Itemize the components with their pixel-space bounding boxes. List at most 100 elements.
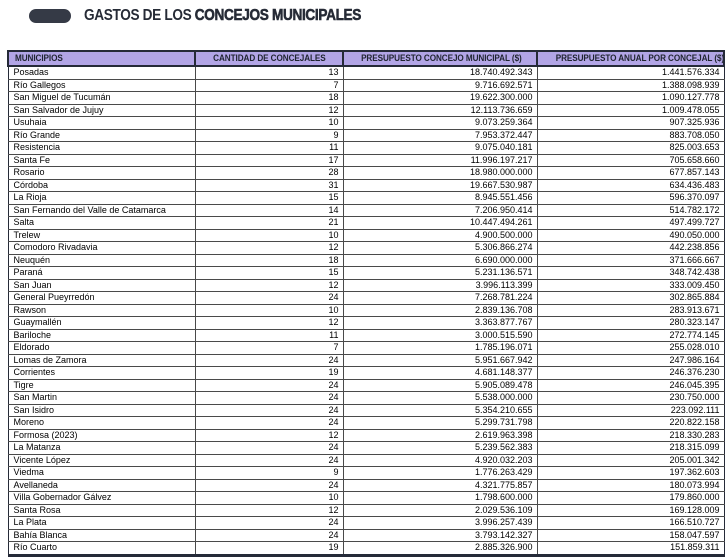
cell-municipio: Avellaneda (7, 478, 196, 492)
cell-municipio: Paraná (7, 266, 196, 280)
cell-cantidad-concejales: 14 (194, 203, 344, 217)
cell-presupuesto-anual: 497.499.727 (536, 216, 725, 230)
cell-presupuesto-anual: 255.028.010 (536, 341, 725, 355)
cell-municipio: Santa Rosa (7, 503, 196, 517)
table-row: La Rioja 15 8.945.551.456 596.370.097 (7, 191, 725, 205)
cell-presupuesto-concejo: 1.785.196.071 (342, 341, 538, 355)
cell-presupuesto-anual: 246.376.230 (536, 366, 725, 380)
cell-municipio: La Rioja (7, 191, 196, 205)
pill-toggle-icon (29, 9, 71, 23)
column-header-presupuesto-anual: PRESUPUESTO ANUAL POR CONCEJAL ($) (536, 50, 725, 67)
cell-presupuesto-concejo: 4.681.148.377 (342, 366, 538, 380)
cell-presupuesto-concejo: 5.354.210.655 (342, 403, 538, 417)
table-row: Rawson 10 2.839.136.708 283.913.671 (7, 303, 725, 317)
table-row: Posadas 13 18.740.492.343 1.441.576.334 (7, 65, 725, 80)
cell-presupuesto-concejo: 11.996.197.217 (342, 153, 538, 167)
cell-municipio: Bariloche (7, 328, 196, 342)
cell-municipio: San Juan (7, 278, 196, 292)
table-body: Posadas 13 18.740.492.343 1.441.576.334 Río … (7, 65, 725, 557)
cell-presupuesto-concejo: 2.619.963.398 (342, 428, 538, 442)
cell-cantidad-concejales: 24 (194, 403, 344, 417)
cell-presupuesto-anual: 677.857.143 (536, 166, 725, 180)
cell-presupuesto-anual: 634.436.483 (536, 178, 725, 192)
table-row: Salta 21 10.447.494.261 497.499.727 (7, 216, 725, 230)
cell-presupuesto-anual: 333.009.450 (536, 278, 725, 292)
cell-presupuesto-concejo: 2.839.136.708 (342, 303, 538, 317)
cell-cantidad-concejales: 11 (194, 141, 344, 155)
table-header-row: MUNICIPIOS CANTIDAD DE CONCEJALES PRESUP… (7, 50, 725, 67)
cell-municipio: Lomas de Zamora (7, 353, 196, 367)
cell-presupuesto-anual: 220.822.158 (536, 416, 725, 430)
table-row: Santa Rosa 12 2.029.536.109 169.128.009 (7, 503, 725, 517)
cell-cantidad-concejales: 12 (194, 428, 344, 442)
table-header: MUNICIPIOS CANTIDAD DE CONCEJALES PRESUP… (7, 50, 725, 67)
cell-presupuesto-anual: 514.782.172 (536, 203, 725, 217)
cell-cantidad-concejales: 18 (194, 91, 344, 105)
cell-cantidad-concejales: 17 (194, 153, 344, 167)
table-row: Comodoro Rivadavia 12 5.306.866.274 442.238… (7, 241, 725, 255)
cell-presupuesto-concejo: 3.996.113.399 (342, 278, 538, 292)
table-row: Corrientes 19 4.681.148.377 246.376.230 (7, 366, 725, 380)
cell-cantidad-concejales: 10 (194, 491, 344, 505)
cell-municipio: La Matanza (7, 441, 196, 455)
cell-presupuesto-concejo: 5.239.562.383 (342, 441, 538, 455)
cell-municipio: Córdoba (7, 178, 196, 192)
column-header-cantidad-concejales: CANTIDAD DE CONCEJALES (194, 50, 344, 67)
cell-presupuesto-concejo: 10.447.494.261 (342, 216, 538, 230)
cell-municipio: San Miguel de Tucumán (7, 91, 196, 105)
cell-cantidad-concejales: 10 (194, 228, 344, 242)
cell-municipio: Trelew (7, 228, 196, 242)
cell-presupuesto-concejo: 8.945.551.456 (342, 191, 538, 205)
cell-presupuesto-concejo: 4.920.032.203 (342, 453, 538, 467)
cell-presupuesto-concejo: 4.321.775.857 (342, 478, 538, 492)
cell-presupuesto-anual: 1.441.576.334 (536, 65, 725, 80)
cell-presupuesto-anual: 247.986.164 (536, 353, 725, 367)
table-row: Villa Gobernador Gálvez 10 1.798.600.000 17… (7, 491, 725, 505)
cell-presupuesto-concejo: 7.953.372.447 (342, 128, 538, 142)
cell-presupuesto-anual: 151.859.311 (536, 541, 725, 557)
cell-municipio: Bahía Blanca (7, 528, 196, 542)
cell-cantidad-concejales: 12 (194, 503, 344, 517)
cell-presupuesto-concejo: 7.268.781.224 (342, 291, 538, 305)
cell-presupuesto-anual: 230.750.000 (536, 391, 725, 405)
table-row: Río Gallegos 7 9.716.692.571 1.388.098.939 (7, 78, 725, 92)
cell-municipio: Neuquén (7, 253, 196, 267)
cell-municipio: Salta (7, 216, 196, 230)
cell-presupuesto-concejo: 3.363.877.767 (342, 316, 538, 330)
table-row: Resistencia 11 9.075.040.181 825.003.653 (7, 141, 725, 155)
cell-presupuesto-anual: 180.073.994 (536, 478, 725, 492)
column-header-municipios: MUNICIPIOS (7, 50, 196, 67)
cell-presupuesto-anual: 1.090.127.778 (536, 91, 725, 105)
cell-presupuesto-concejo: 3.000.515.590 (342, 328, 538, 342)
cell-presupuesto-anual: 218.330.283 (536, 428, 725, 442)
cell-cantidad-concejales: 24 (194, 441, 344, 455)
table-row: General Pueyrredón 24 7.268.781.224 302.865… (7, 291, 725, 305)
cell-presupuesto-concejo: 5.951.667.942 (342, 353, 538, 367)
cell-presupuesto-concejo: 2.885.326.900 (342, 541, 538, 557)
cell-presupuesto-anual: 705.658.660 (536, 153, 725, 167)
cell-presupuesto-concejo: 1.798.600.000 (342, 491, 538, 505)
cell-presupuesto-anual: 302.865.884 (536, 291, 725, 305)
cell-cantidad-concejales: 24 (194, 516, 344, 530)
cell-cantidad-concejales: 31 (194, 178, 344, 192)
title-bar: GASTOS DE LOS CONCEJOS MUNICIPALES (29, 5, 399, 27)
cell-municipio: La Plata (7, 516, 196, 530)
table-row: La Plata 24 3.996.257.439 166.510.727 (7, 516, 725, 530)
cell-cantidad-concejales: 28 (194, 166, 344, 180)
cell-cantidad-concejales: 18 (194, 253, 344, 267)
cell-cantidad-concejales: 24 (194, 353, 344, 367)
cell-presupuesto-concejo: 3.996.257.439 (342, 516, 538, 530)
cell-municipio: Rosario (7, 166, 196, 180)
cell-presupuesto-anual: 371.666.667 (536, 253, 725, 267)
cell-presupuesto-concejo: 5.306.866.274 (342, 241, 538, 255)
cell-cantidad-concejales: 10 (194, 116, 344, 130)
cell-presupuesto-concejo: 19.667.530.987 (342, 178, 538, 192)
cell-municipio: Río Grande (7, 128, 196, 142)
cell-presupuesto-anual: 825.003.653 (536, 141, 725, 155)
cell-municipio: Resistencia (7, 141, 196, 155)
cell-presupuesto-concejo: 18.740.492.343 (342, 65, 538, 80)
table-row: Eldorado 7 1.785.196.071 255.028.010 (7, 341, 725, 355)
table-row: Bahía Blanca 24 3.793.142.327 158.047.597 (7, 528, 725, 542)
cell-cantidad-concejales: 24 (194, 478, 344, 492)
cell-municipio: San Salvador de Jujuy (7, 103, 196, 117)
